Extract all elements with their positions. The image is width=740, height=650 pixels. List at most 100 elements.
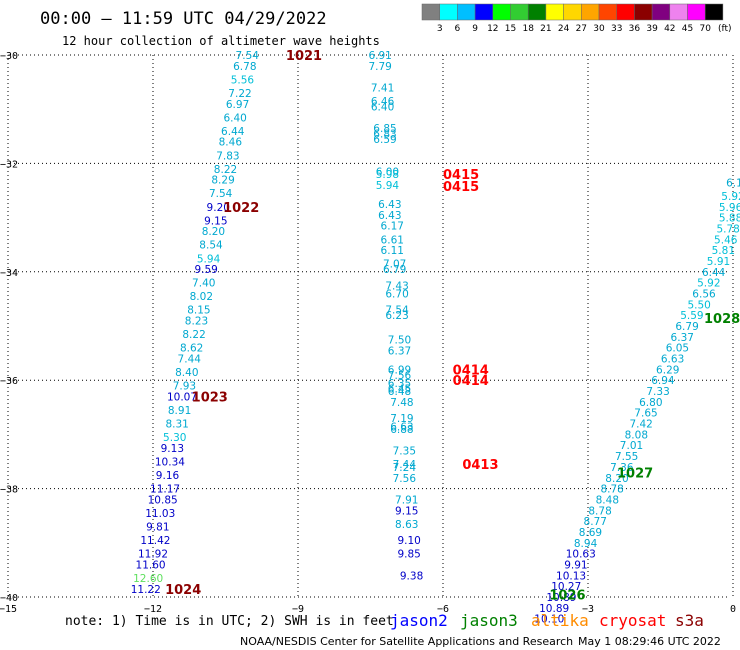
colorbar-swatch: [439, 3, 458, 21]
wave-height-point: 5.94: [197, 253, 221, 265]
wave-height-point: 6.37: [671, 332, 694, 344]
wave-height-point: 8.69: [579, 527, 602, 539]
cycle-label: 1026: [549, 588, 585, 603]
chart-title: 00:00 – 11:59 UTC 04/29/2022: [40, 9, 327, 29]
wave-height-point: 6.70: [385, 288, 408, 300]
colorbar-swatch: [492, 3, 511, 21]
wave-height-point: 6.00: [376, 167, 399, 179]
wave-height-point: 10.89: [539, 603, 569, 615]
wave-height-point: 6.88: [390, 424, 413, 436]
colorbar-label: 27: [576, 24, 587, 34]
cycle-label: 0414: [453, 363, 489, 378]
x-axis-ticks: −15 −12 −9 −6 −3 0: [0, 604, 736, 615]
wave-height-point: 6.94: [651, 375, 675, 387]
wave-height-point: 6.29: [656, 364, 679, 376]
wave-height-point: 6.78: [233, 61, 256, 73]
wave-height-point: 8.22: [182, 329, 205, 341]
wave-height-point: 8.77: [584, 516, 607, 528]
wave-height-point: 7.43: [385, 280, 408, 292]
wave-height-point: 7.54: [236, 50, 260, 62]
wave-height-point: 7.24: [393, 462, 417, 474]
wave-height-point: 7.83: [216, 150, 239, 162]
cycle-label: 0413: [462, 458, 498, 473]
colorbar-label: 12: [487, 24, 498, 34]
wave-height-point: 6.43: [378, 210, 401, 222]
wave-height-point: 7.54: [209, 188, 233, 200]
colorbar-swatch: [687, 3, 706, 21]
colorbar-label: 45: [682, 24, 693, 34]
wave-height-point: 6.44: [221, 126, 245, 138]
wave-height-point: 10.07: [167, 391, 197, 403]
y-tick-label: −38: [0, 485, 18, 496]
wave-height-point: 6.23: [385, 310, 408, 322]
wave-height-point: 6.97: [226, 99, 249, 111]
wave-height-point: 5.46: [714, 234, 738, 246]
wave-height-point: 11.17: [150, 484, 180, 496]
cycle-label: 0415: [443, 168, 479, 183]
wave-height-point: 9.91: [564, 559, 587, 571]
wave-height-point: 7.42: [629, 419, 652, 431]
wave-height-point: 6.61: [381, 234, 404, 246]
colorbar-label: 70: [699, 24, 711, 34]
wave-height-point: 6.79: [675, 321, 698, 333]
wave-height-point: 8.23: [185, 316, 208, 328]
wave-height-point: 12.60: [133, 573, 163, 585]
wave-height-point: 6.40: [371, 101, 394, 113]
wave-height-point: 9.15: [204, 215, 227, 227]
wave-height-point: 6.99: [388, 364, 411, 376]
wave-height-point: 10.63: [566, 549, 596, 561]
wave-height-point: 5.59: [680, 310, 703, 322]
wave-height-point: 5.94: [376, 180, 400, 192]
wave-height-point: 7.41: [371, 83, 394, 95]
colorbar-swatch: [704, 3, 724, 21]
wave-height-point: 6.10: [726, 177, 740, 189]
wave-height-point: 6.45: [388, 383, 411, 395]
cycle-label: 1021: [286, 49, 322, 64]
colorbar-swatch: [457, 3, 476, 21]
wave-height-point: 8.02: [190, 291, 213, 303]
footer-credit: NOAA/NESDIS Center for Satellite Applica…: [240, 635, 573, 648]
wave-height-points: 7.546.785.567.226.976.406.448.467.838.22…: [131, 50, 740, 626]
wave-height-point: 7.36: [610, 462, 634, 474]
wave-height-point: 7.91: [395, 494, 418, 506]
wave-height-point: 6.56: [692, 288, 716, 300]
y-tick-label: −30: [0, 51, 18, 62]
wave-height-point: 9.85: [397, 549, 420, 561]
colorbar-swatch: [563, 3, 582, 21]
wave-height-point: 9.13: [161, 443, 184, 455]
wave-height-point: 8.20: [202, 226, 225, 238]
wave-height-point: 9.38: [400, 570, 423, 582]
colorbar-swatch: [510, 3, 529, 21]
colorbar-label: 42: [664, 24, 675, 34]
colorbar-swatch: [669, 3, 688, 21]
wave-height-point: 8.40: [175, 367, 198, 379]
wave-height-point: 10.10: [534, 614, 564, 626]
colorbar-swatch: [598, 3, 617, 21]
plot-grid: [7, 54, 734, 598]
colorbar-label: 21: [540, 24, 551, 34]
wave-height-point: 10.13: [556, 570, 586, 582]
wave-height-point: 7.50: [388, 335, 411, 347]
colorbar-label: 6: [455, 24, 461, 34]
wave-height-point: 6.35: [388, 378, 411, 390]
wave-height-point: 8.48: [596, 494, 619, 506]
wave-height-point: 6.63: [661, 354, 684, 366]
cycle-label: 1028: [704, 312, 740, 327]
wave-height-point: 11.92: [138, 549, 168, 561]
colorbar-label: 30: [593, 24, 605, 34]
wave-height-point: 6.91: [368, 50, 391, 62]
wave-height-point: 9.10: [397, 535, 420, 547]
wave-height-point: 5.92: [721, 191, 740, 203]
colorbar-swatch: [616, 3, 635, 21]
color-scale-legend: 3 6 9 12 15 18 21 24 27 30 33 36 39 42 45 70 (ft): [421, 3, 732, 34]
x-tick-label: 0: [730, 604, 736, 615]
wave-height-point: 8.78: [600, 484, 623, 496]
wave-height-point: 6.44: [702, 267, 726, 279]
colorbar-label: 36: [629, 24, 641, 34]
wave-height-point: 7.19: [390, 413, 413, 425]
x-tick-label: −9: [292, 604, 304, 615]
wave-height-point: 5.50: [687, 299, 710, 311]
wave-height-point: 5.88: [719, 213, 740, 225]
chart-subtitle: 12 hour collection of altimeter wave hei…: [62, 34, 380, 48]
